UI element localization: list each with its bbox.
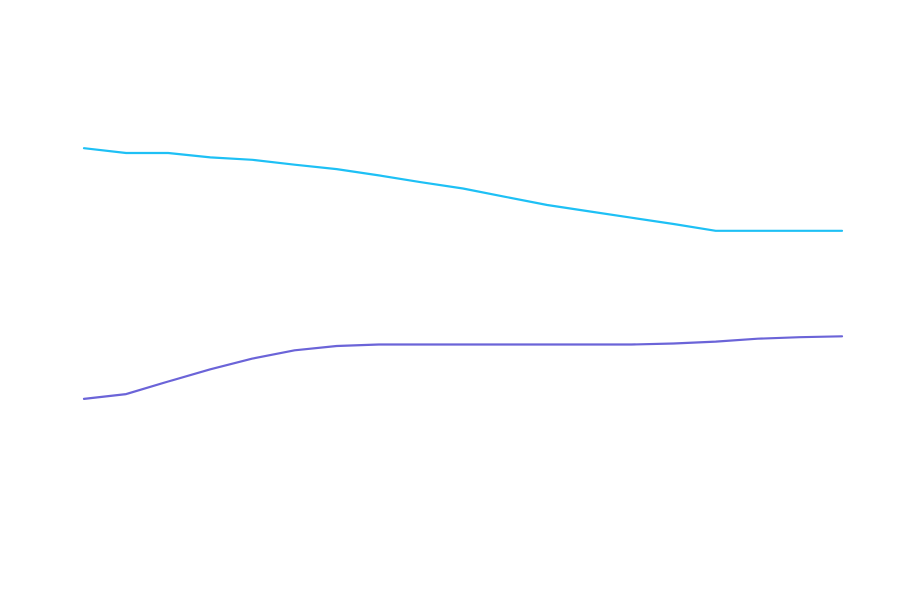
series-line-1 xyxy=(82,147,844,232)
series-line-2 xyxy=(82,335,844,400)
plot-area xyxy=(82,147,844,400)
